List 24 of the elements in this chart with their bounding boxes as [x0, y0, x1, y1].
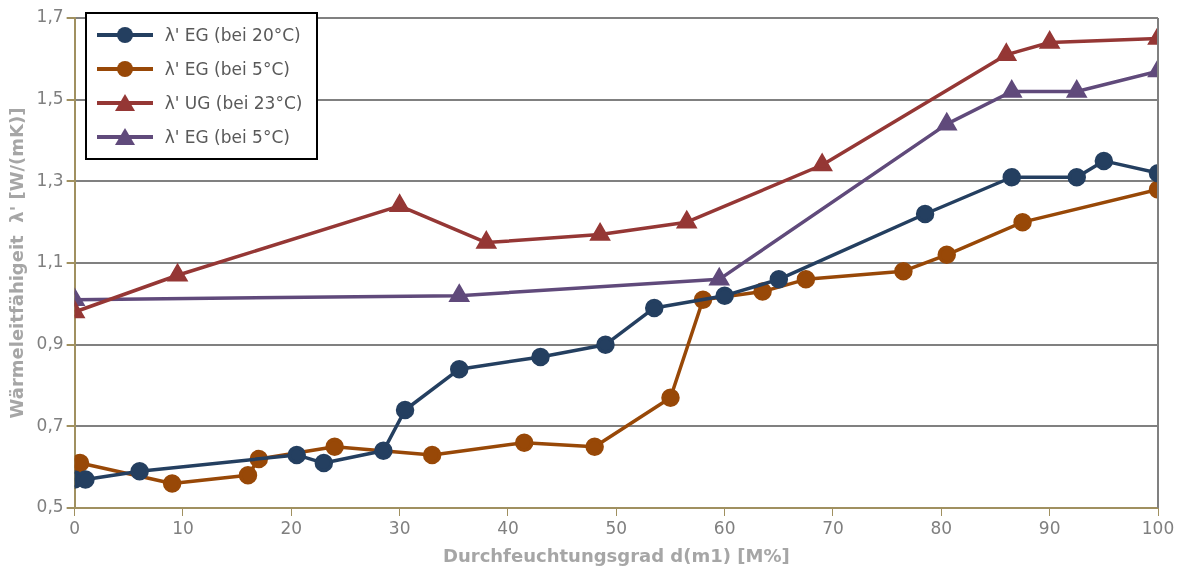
x-tick-label: 10	[172, 517, 194, 538]
legend-label: λ' UG (bei 23°C)	[164, 93, 303, 113]
y-tick-label: 1,7	[36, 6, 64, 27]
x-tick-label: 90	[1038, 517, 1061, 538]
y-tick-label: 1,3	[36, 169, 64, 190]
x-tick-label: 60	[713, 517, 736, 538]
legend-label: λ' EG (bei 5°C)	[164, 59, 290, 79]
y-tick-label: 1,1	[36, 251, 64, 272]
y-tick-label: 0,7	[36, 414, 64, 435]
legend-label: λ' EG (bei 20°C)	[164, 25, 301, 45]
x-tick-label: 100	[1141, 517, 1175, 538]
x-axis-title: Durchfeuchtungsgrad d(m1) [M%]	[443, 544, 790, 566]
x-tick-label: 40	[497, 517, 519, 538]
y-tick-label: 1,5	[36, 88, 64, 109]
x-tick-label: 0	[69, 517, 81, 538]
x-tick-label: 50	[605, 517, 628, 538]
y-tick-label: 0,5	[36, 496, 64, 517]
x-tick-label: 20	[280, 517, 303, 538]
y-axis-title: Wärmeleitfähigeit λ' [W/(mK)]	[6, 107, 28, 419]
x-tick-label: 70	[822, 517, 844, 538]
x-tick-label: 30	[388, 517, 411, 538]
legend-label: λ' EG (bei 5°C)	[164, 127, 290, 147]
y-tick-label: 0,9	[36, 333, 64, 354]
x-tick-label: 80	[930, 517, 953, 538]
